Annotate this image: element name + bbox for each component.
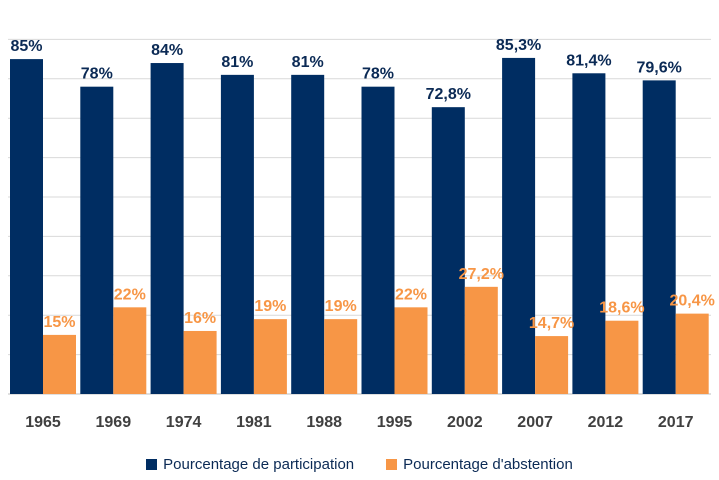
x-tick-label: 1974	[166, 414, 202, 431]
bar-participation	[431, 107, 465, 394]
data-label-abstention: 15%	[43, 314, 75, 331]
bar-participation	[10, 59, 43, 394]
data-label-participation: 78%	[362, 66, 394, 83]
bar-abstention	[43, 334, 76, 394]
data-label-abstention: 22%	[395, 286, 427, 303]
bar-participation	[150, 63, 184, 394]
bar-abstention	[675, 313, 709, 394]
data-label-participation: 85,3%	[496, 37, 541, 54]
data-label-abstention: 20,4%	[670, 293, 715, 310]
bar-abstention	[253, 319, 287, 394]
data-label-participation: 84%	[151, 42, 183, 59]
bar-abstention	[113, 307, 147, 394]
bar-participation	[572, 73, 606, 394]
bar-abstention	[324, 319, 358, 394]
bar-participation	[220, 74, 254, 395]
data-label-abstention: 16%	[184, 310, 216, 327]
data-label-participation: 81%	[221, 54, 253, 71]
legend-item-participation: Pourcentage de participation	[146, 456, 354, 473]
x-tick-labels: 1965 1969 1974 1981 1988 1995 2002 2007 2012 2017	[25, 414, 693, 431]
x-tick-label: 2002	[447, 414, 483, 431]
data-label-abstention: 22%	[114, 286, 146, 303]
bar-participation	[80, 86, 114, 395]
x-tick-label: 2012	[588, 414, 624, 431]
bar-abstention	[183, 330, 217, 394]
data-label-participation: 78%	[81, 66, 113, 83]
x-tick-label: 1995	[377, 414, 413, 431]
data-label-participation: 85%	[10, 38, 42, 55]
x-tick-label: 1988	[306, 414, 342, 431]
bar-abstention	[464, 286, 498, 394]
bar-abstention	[535, 336, 569, 394]
x-tick-label: 1981	[236, 414, 272, 431]
data-labels: 85% 15% 78% 22% 84% 16% 81% 19% 81% 19% 78% 22% 72,8…	[10, 37, 714, 332]
data-label-abstention: 18,6%	[599, 300, 644, 317]
bar-abstention	[394, 307, 428, 394]
data-label-participation: 79,6%	[637, 59, 682, 76]
bar-participation	[291, 74, 325, 395]
data-label-participation: 81%	[292, 54, 324, 71]
data-label-participation: 72,8%	[426, 86, 471, 103]
x-tick-label: 1965	[25, 414, 61, 431]
bar-participation	[502, 57, 536, 394]
legend-swatch-participation	[146, 458, 158, 470]
data-label-participation: 81,4%	[566, 52, 611, 69]
legend: Pourcentage de participation Pourcentage…	[0, 452, 719, 476]
bar-abstention	[605, 320, 639, 394]
data-label-abstention: 19%	[325, 298, 357, 315]
bar-participation	[361, 86, 395, 395]
legend-item-abstention: Pourcentage d'abstention	[386, 456, 573, 473]
data-label-abstention: 14,7%	[529, 315, 574, 332]
bars	[10, 57, 709, 395]
x-tick-label: 2017	[658, 414, 694, 431]
x-tick-label: 1969	[96, 414, 132, 431]
data-label-abstention: 19%	[254, 298, 286, 315]
data-label-abstention: 27,2%	[459, 266, 504, 283]
x-tick-label: 2007	[517, 414, 553, 431]
bar-participation	[642, 80, 676, 394]
legend-label-abstention: Pourcentage d'abstention	[403, 455, 573, 473]
legend-label-participation: Pourcentage de participation	[163, 455, 355, 473]
legend-swatch-abstention	[386, 458, 398, 470]
